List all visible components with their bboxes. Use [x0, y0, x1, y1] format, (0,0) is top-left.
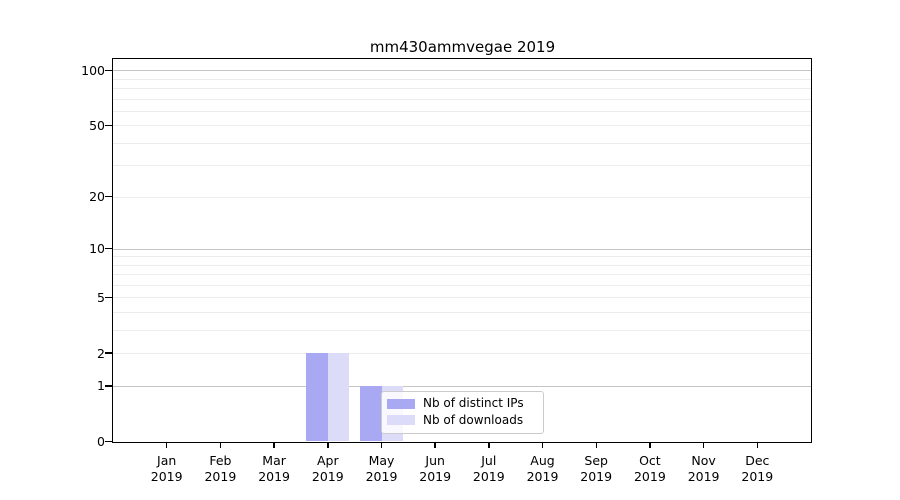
bar-downloads — [327, 353, 350, 442]
x-tick-year: 2019 — [472, 469, 505, 484]
x-tick-label: Oct 2019 — [610, 453, 690, 486]
x-tick-month: Feb — [209, 452, 232, 468]
y-tick-label: 2 — [97, 345, 105, 361]
gridline-minor — [113, 142, 811, 144]
x-tick-mark — [165, 443, 168, 448]
plot-area: Jan 2019 Feb 2019 Mar 2019 Apr 2019 May 2019 Jun 20… — [105, 57, 812, 484]
y-tick-mark — [105, 69, 112, 72]
gridline-minor — [113, 285, 811, 286]
x-tick-year: 2019 — [365, 469, 398, 484]
y-tick-label: 5 — [97, 289, 105, 305]
y-tick-label: 10 — [89, 241, 105, 257]
x-tick-year: 2019 — [580, 469, 613, 484]
x-tick-label: Jan 2019 — [127, 453, 207, 486]
y-tick-mark — [105, 440, 112, 443]
x-tick-year: 2019 — [741, 469, 774, 484]
bar-distinct-ips — [306, 353, 328, 442]
x-tick-label: Aug 2019 — [503, 453, 583, 486]
gridline-minor — [113, 274, 811, 276]
legend-swatch-icon — [387, 398, 415, 409]
x-tick-mark — [702, 443, 705, 448]
x-tick-mark — [595, 443, 597, 448]
x-tick-year: 2019 — [687, 469, 720, 484]
gridline-minor — [113, 125, 811, 127]
y-tick-mark — [105, 296, 112, 299]
x-tick-month: Jun — [425, 452, 445, 468]
gridline-minor — [113, 110, 811, 112]
bar-distinct-ips — [360, 385, 382, 442]
x-tick-month: Mar — [262, 452, 286, 468]
legend-label: Nb of distinct IPs — [423, 396, 524, 411]
y-tick-mark — [105, 195, 112, 198]
y-tick-label: 20 — [89, 189, 105, 205]
x-tick-mark — [434, 443, 436, 448]
gridline-major — [113, 70, 811, 72]
x-tick-month: May — [368, 452, 395, 468]
x-tick-mark — [327, 443, 329, 448]
x-tick-month: Nov — [691, 452, 716, 468]
legend: Nb of distinct IPs Nb of downloads — [381, 390, 544, 434]
x-tick-year: 2019 — [419, 469, 452, 484]
x-tick-year: 2019 — [150, 469, 183, 484]
gridline-minor — [113, 330, 811, 331]
gridline-minor — [113, 256, 811, 258]
x-tick-month: Aug — [530, 452, 555, 468]
x-tick-label: May 2019 — [342, 453, 422, 486]
legend-swatch-icon — [387, 415, 415, 426]
x-tick-label: Sep 2019 — [556, 453, 636, 486]
y-tick-label: 0 — [97, 434, 105, 449]
x-tick-month: Oct — [639, 452, 661, 468]
chart-title: mm430ammvegae 2019 — [369, 38, 556, 56]
x-tick-month: Jul — [481, 452, 497, 468]
x-tick-mark — [756, 443, 759, 448]
x-tick-year: 2019 — [311, 469, 344, 484]
gridline-minor — [113, 98, 811, 100]
x-tick-mark — [219, 443, 222, 448]
gridline-minor — [113, 78, 811, 80]
x-tick-mark — [488, 443, 490, 448]
x-tick-mark — [273, 443, 275, 448]
gridline-major — [113, 385, 811, 387]
gridline-minor — [113, 165, 811, 167]
gridline-minor — [113, 312, 811, 314]
gridline-minor — [113, 353, 811, 355]
x-tick-month: Jan — [157, 452, 177, 468]
legend-label: Nb of downloads — [423, 412, 524, 427]
x-tick-label: Feb 2019 — [180, 453, 260, 486]
x-tick-label: Apr 2019 — [288, 453, 368, 486]
y-tick-mark — [105, 385, 112, 387]
gridline-major — [113, 248, 811, 250]
x-tick-label: Nov 2019 — [664, 453, 744, 486]
y-tick-label: 50 — [89, 117, 105, 133]
legend-item: Nb of distinct IPs — [387, 396, 540, 413]
x-tick-year: 2019 — [204, 469, 237, 484]
x-tick-label: Mar 2019 — [234, 453, 314, 486]
x-tick-year: 2019 — [526, 469, 559, 484]
y-tick-label: 100 — [81, 62, 105, 78]
legend-item: Nb of downloads — [387, 412, 540, 429]
gridline-minor — [113, 297, 811, 299]
x-tick-month: Apr — [316, 452, 339, 468]
x-tick-label: Jun 2019 — [395, 453, 475, 486]
y-tick-mark — [105, 247, 112, 250]
x-tick-year: 2019 — [258, 469, 290, 484]
x-tick-year: 2019 — [633, 469, 666, 484]
x-tick-label: Dec 2019 — [717, 453, 797, 486]
x-tick-mark — [541, 443, 544, 448]
gridline-minor — [113, 196, 811, 198]
x-tick-label: Jul 2019 — [449, 453, 529, 486]
y-tick-mark — [105, 352, 112, 354]
x-tick-mark — [380, 443, 383, 448]
gridline-minor — [113, 264, 811, 266]
gridline-minor — [113, 88, 811, 90]
y-tick-mark — [105, 124, 112, 126]
y-tick-label: 1 — [97, 378, 105, 394]
x-tick-month: Dec — [745, 452, 770, 468]
x-tick-month: Sep — [584, 452, 608, 468]
x-tick-mark — [649, 443, 651, 448]
